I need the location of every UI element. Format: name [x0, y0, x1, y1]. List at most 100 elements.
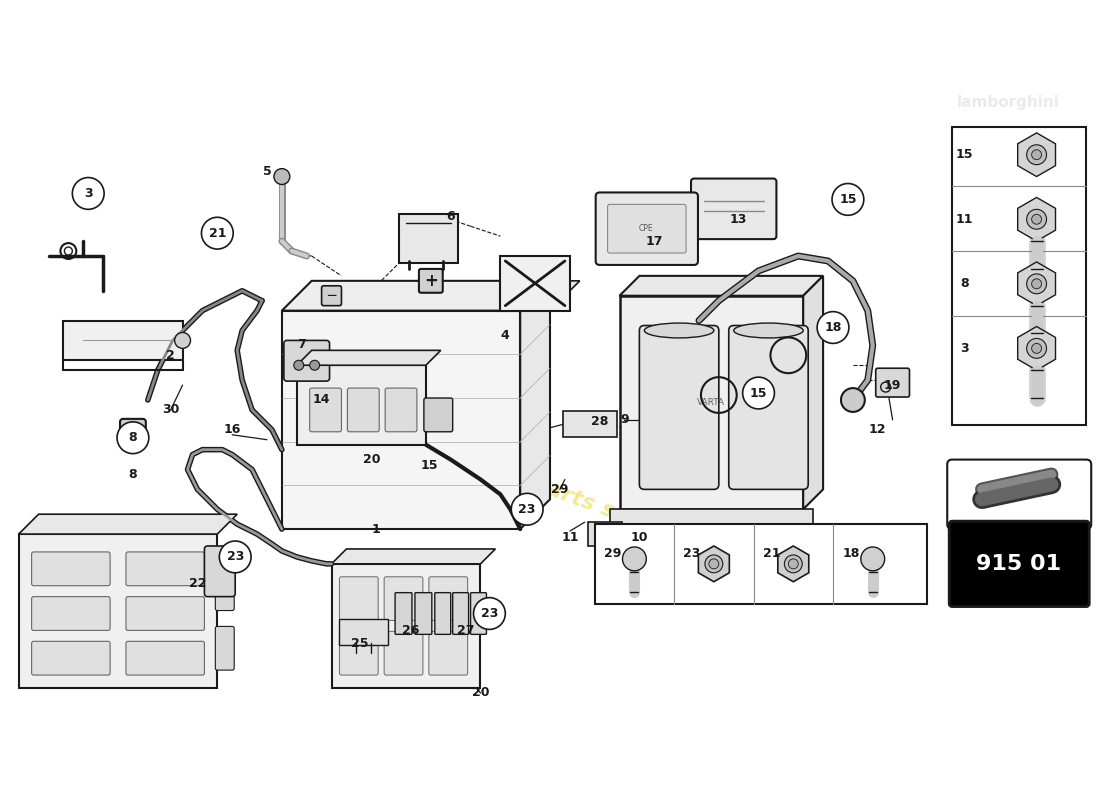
- Circle shape: [623, 547, 647, 571]
- Polygon shape: [1018, 326, 1056, 370]
- Text: +: +: [424, 272, 438, 290]
- Circle shape: [784, 555, 802, 573]
- Text: 8: 8: [960, 278, 968, 290]
- Text: 23: 23: [518, 502, 536, 516]
- FancyBboxPatch shape: [399, 214, 458, 263]
- Text: 15: 15: [956, 148, 972, 162]
- FancyBboxPatch shape: [205, 546, 235, 597]
- Text: 5: 5: [263, 165, 272, 178]
- Text: 21: 21: [209, 226, 227, 240]
- FancyBboxPatch shape: [424, 398, 453, 432]
- Circle shape: [310, 360, 320, 370]
- FancyBboxPatch shape: [563, 411, 616, 437]
- FancyBboxPatch shape: [415, 593, 432, 634]
- Circle shape: [817, 312, 849, 343]
- Circle shape: [1032, 150, 1042, 160]
- Text: 23: 23: [683, 547, 701, 561]
- Circle shape: [708, 559, 718, 569]
- FancyBboxPatch shape: [340, 577, 378, 621]
- FancyBboxPatch shape: [32, 552, 110, 586]
- Text: 915 01: 915 01: [976, 554, 1062, 574]
- FancyBboxPatch shape: [876, 368, 910, 397]
- Text: 2: 2: [166, 349, 175, 362]
- FancyBboxPatch shape: [331, 564, 481, 688]
- FancyBboxPatch shape: [595, 524, 927, 603]
- Circle shape: [175, 333, 190, 348]
- Circle shape: [219, 541, 251, 573]
- Text: 8: 8: [129, 431, 138, 444]
- FancyBboxPatch shape: [429, 631, 468, 675]
- Text: 14: 14: [312, 394, 330, 406]
- FancyBboxPatch shape: [429, 577, 468, 621]
- FancyBboxPatch shape: [587, 522, 621, 546]
- Text: CPE: CPE: [639, 224, 653, 233]
- Text: 23: 23: [227, 550, 244, 563]
- Polygon shape: [1018, 133, 1056, 177]
- Text: 13: 13: [730, 213, 747, 226]
- FancyBboxPatch shape: [297, 366, 426, 445]
- Polygon shape: [1018, 262, 1056, 306]
- Text: 28: 28: [591, 415, 608, 428]
- Polygon shape: [803, 276, 823, 510]
- FancyBboxPatch shape: [607, 204, 686, 253]
- Circle shape: [789, 559, 799, 569]
- Text: a passion for parts since 1965: a passion for parts since 1965: [368, 415, 732, 563]
- Ellipse shape: [734, 323, 803, 338]
- FancyBboxPatch shape: [434, 593, 451, 634]
- Text: 11: 11: [561, 530, 579, 543]
- FancyBboxPatch shape: [471, 593, 486, 634]
- Text: 18: 18: [824, 321, 842, 334]
- Circle shape: [1026, 145, 1046, 165]
- Polygon shape: [520, 281, 550, 529]
- FancyBboxPatch shape: [32, 597, 110, 630]
- FancyBboxPatch shape: [126, 552, 205, 586]
- Text: 10: 10: [630, 530, 648, 543]
- Polygon shape: [282, 281, 550, 310]
- Text: ─: ─: [328, 289, 336, 302]
- Text: 22: 22: [189, 578, 206, 590]
- Text: 15: 15: [750, 386, 768, 399]
- Polygon shape: [1018, 198, 1056, 241]
- Circle shape: [73, 178, 104, 210]
- Text: 26: 26: [403, 624, 420, 637]
- FancyBboxPatch shape: [282, 310, 520, 529]
- Circle shape: [512, 494, 543, 525]
- FancyBboxPatch shape: [384, 631, 422, 675]
- Polygon shape: [64, 321, 183, 360]
- Text: 15: 15: [420, 459, 438, 472]
- FancyBboxPatch shape: [691, 178, 777, 239]
- FancyBboxPatch shape: [321, 286, 341, 306]
- FancyBboxPatch shape: [384, 577, 422, 621]
- FancyBboxPatch shape: [19, 534, 218, 688]
- Circle shape: [1032, 279, 1042, 289]
- Text: 17: 17: [646, 234, 663, 248]
- Circle shape: [1026, 338, 1046, 358]
- Text: VARTA: VARTA: [697, 398, 725, 407]
- Polygon shape: [520, 281, 580, 310]
- Circle shape: [742, 377, 774, 409]
- Text: 1: 1: [372, 522, 381, 535]
- Polygon shape: [297, 350, 441, 366]
- Circle shape: [832, 183, 864, 215]
- FancyBboxPatch shape: [395, 593, 412, 634]
- FancyBboxPatch shape: [126, 597, 205, 630]
- FancyBboxPatch shape: [340, 619, 388, 646]
- Circle shape: [861, 547, 884, 571]
- FancyBboxPatch shape: [126, 642, 205, 675]
- FancyBboxPatch shape: [619, 296, 803, 510]
- Text: 18: 18: [843, 547, 859, 561]
- Circle shape: [473, 598, 505, 630]
- FancyBboxPatch shape: [284, 341, 330, 381]
- FancyBboxPatch shape: [728, 326, 808, 490]
- FancyBboxPatch shape: [596, 193, 698, 265]
- FancyBboxPatch shape: [453, 593, 469, 634]
- Polygon shape: [19, 514, 238, 534]
- FancyBboxPatch shape: [419, 269, 442, 293]
- FancyBboxPatch shape: [216, 626, 234, 670]
- Text: 23: 23: [481, 607, 498, 620]
- Text: 11: 11: [956, 213, 972, 226]
- Ellipse shape: [645, 323, 714, 338]
- FancyBboxPatch shape: [385, 388, 417, 432]
- Text: 3: 3: [84, 187, 92, 200]
- Text: 27: 27: [456, 624, 474, 637]
